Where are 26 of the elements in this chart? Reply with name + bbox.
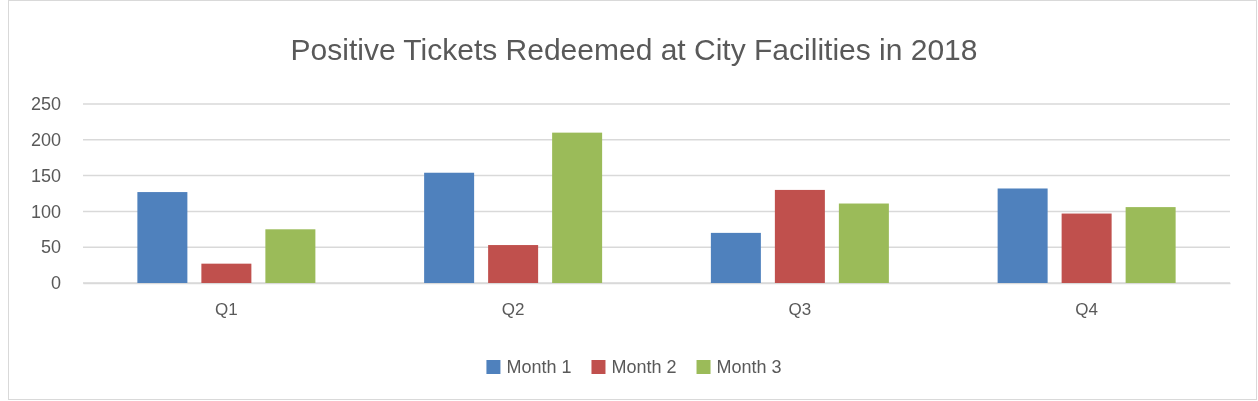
bar — [1125, 207, 1176, 283]
bar — [997, 188, 1048, 283]
x-tick-label: Q2 — [501, 300, 525, 320]
bar — [774, 189, 825, 283]
y-tick-label: 100 — [30, 201, 61, 222]
bar — [424, 172, 475, 283]
y-tick-label: 0 — [50, 273, 61, 294]
x-tick-label: Q1 — [215, 300, 238, 320]
y-tick-label: 50 — [40, 237, 61, 258]
bar — [838, 203, 889, 283]
x-tick-label: Q4 — [1075, 300, 1098, 320]
y-tick-label: 250 — [30, 94, 61, 115]
legend-label: Month 1 — [506, 357, 572, 377]
y-tick-label: 150 — [30, 165, 61, 186]
bar — [488, 245, 539, 283]
bar — [137, 192, 188, 283]
bar — [1061, 213, 1112, 283]
bar — [265, 229, 316, 283]
bar — [201, 263, 252, 283]
bar — [552, 132, 603, 283]
legend-label: Month 3 — [716, 357, 782, 377]
bar — [710, 232, 761, 283]
x-tick-label: Q3 — [788, 300, 812, 320]
legend-label: Month 2 — [611, 357, 677, 377]
y-tick-label: 200 — [30, 130, 61, 151]
chart-title: Positive Tickets Redeemed at City Facilities in 2018 — [290, 33, 978, 66]
